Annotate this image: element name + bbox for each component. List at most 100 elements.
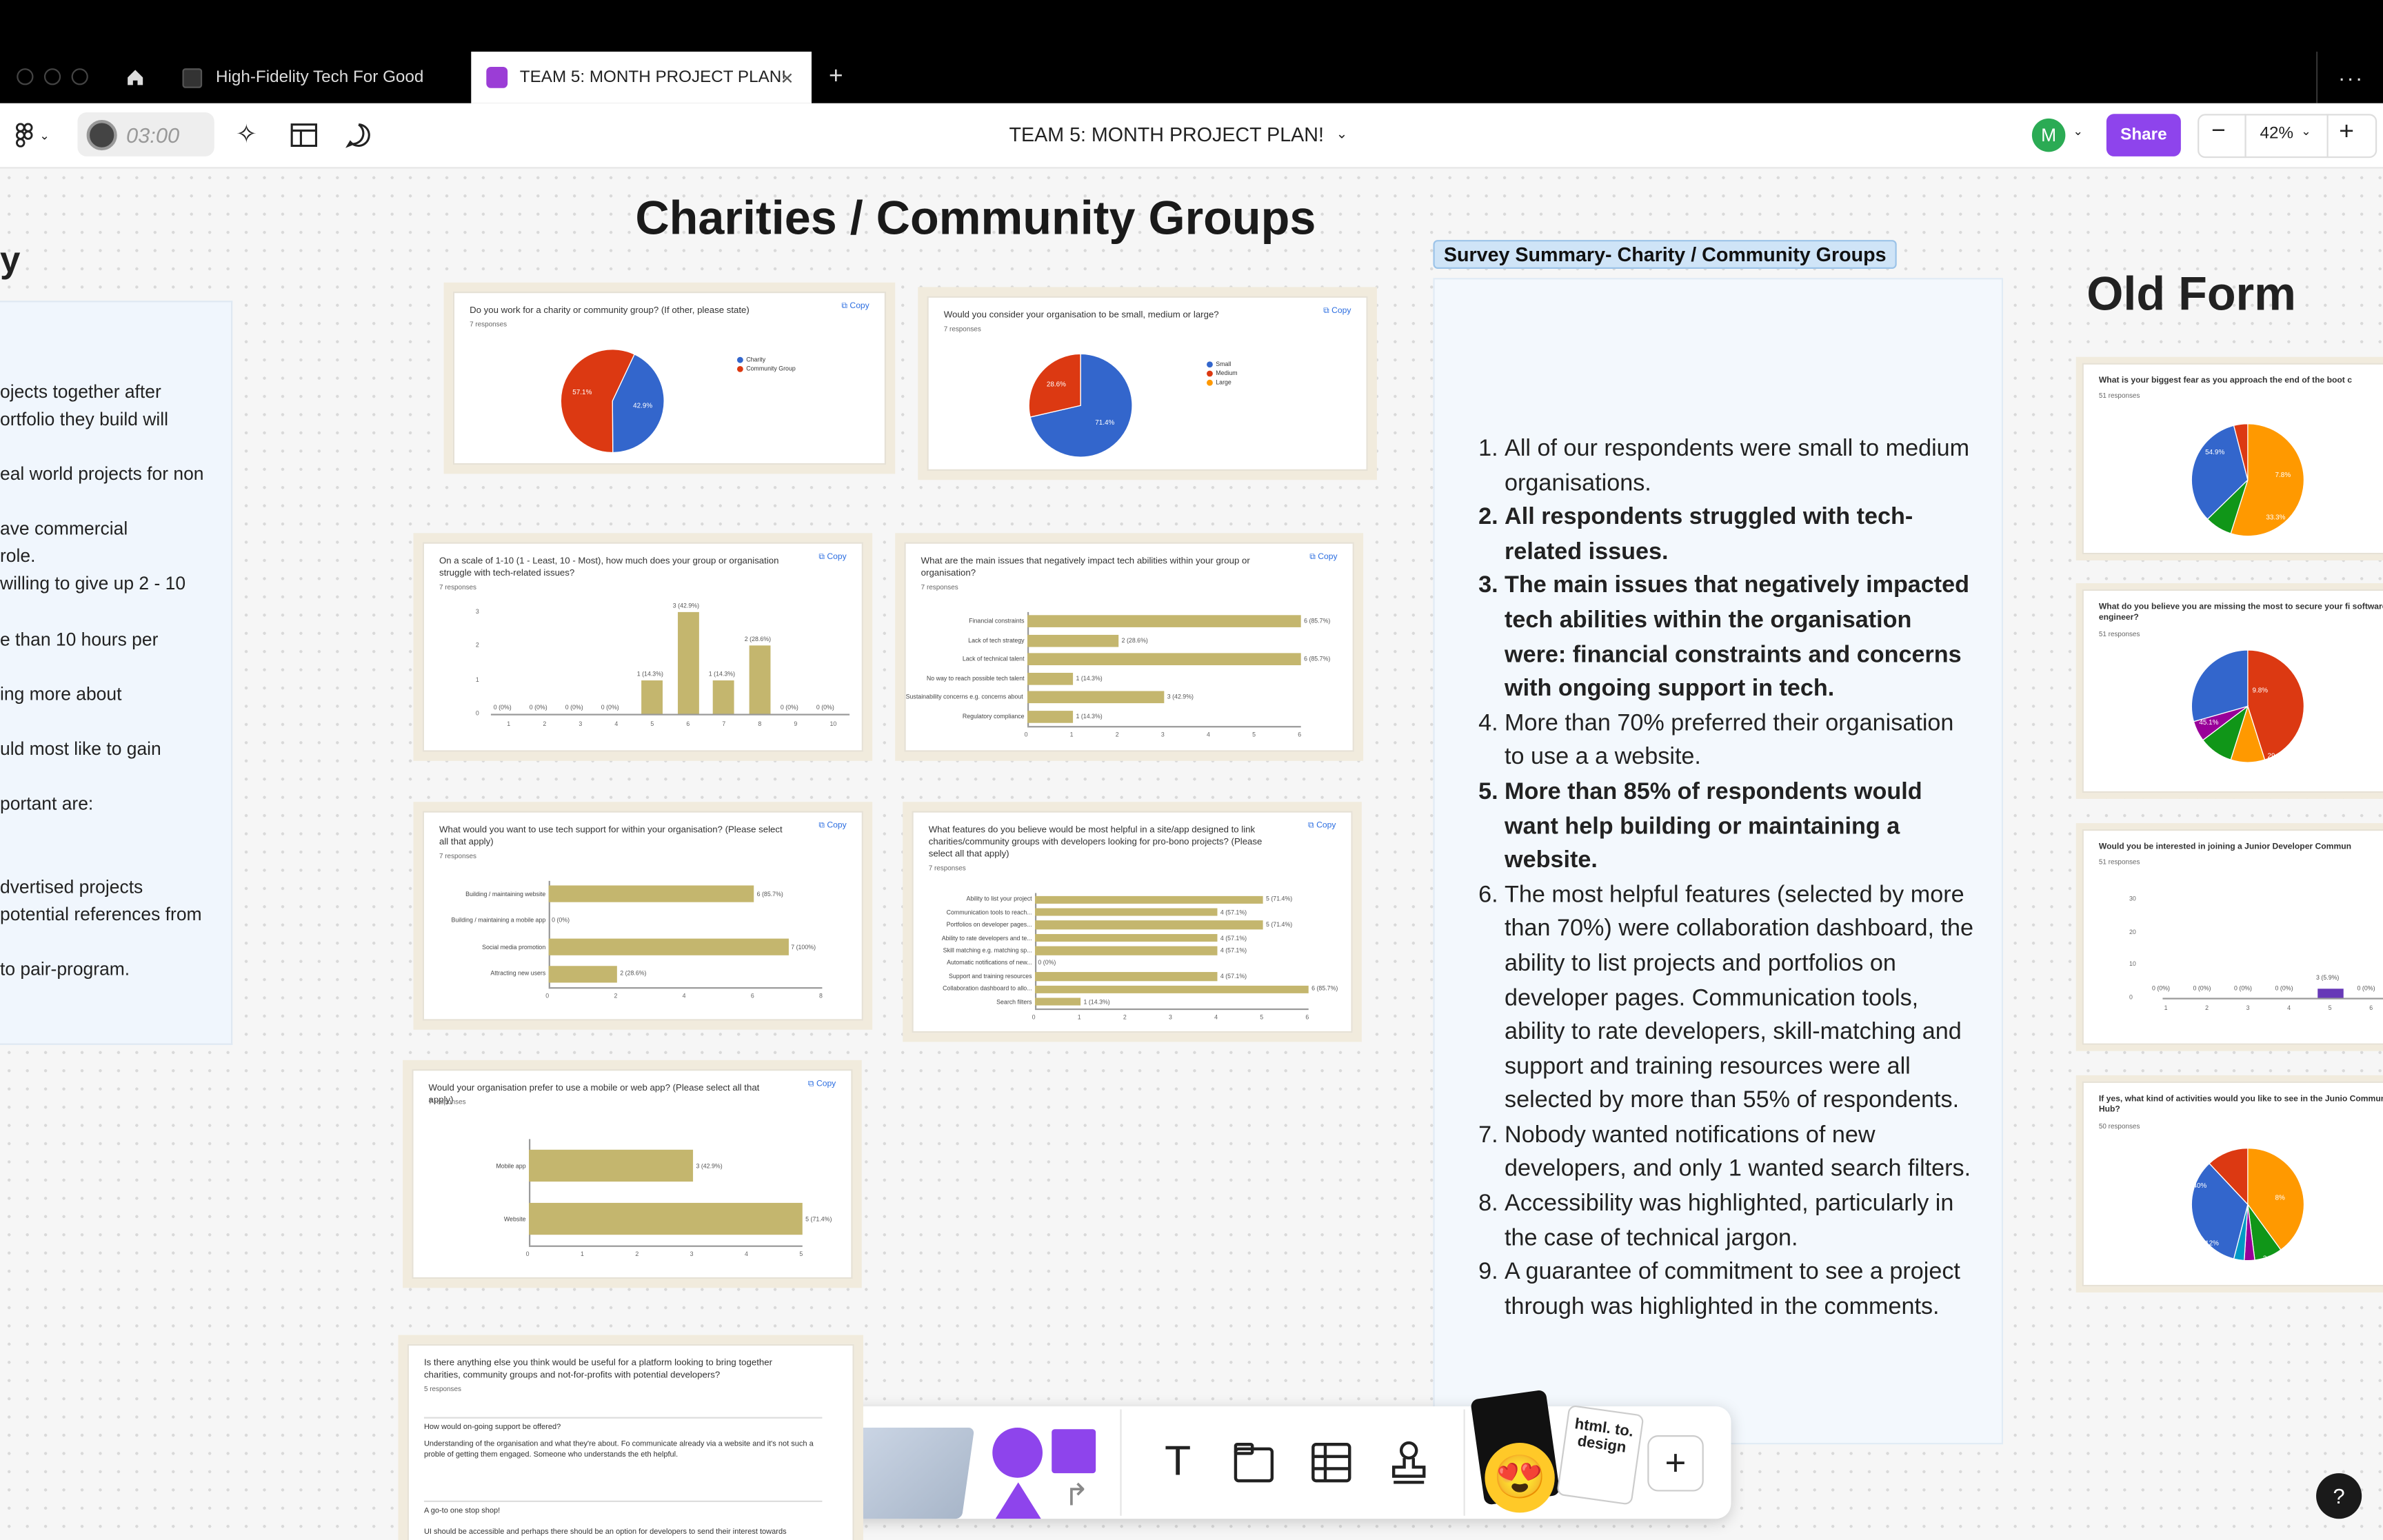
x-axis — [1027, 726, 1301, 727]
app-toolbar: ⌄ 03:00 ✧ TEAM 5: MONTH PROJECT PLAN! ⌄ … — [0, 103, 2383, 169]
divider — [2244, 114, 2246, 159]
zoom-in-button[interactable]: + — [2339, 116, 2355, 146]
comment-icon[interactable] — [345, 121, 372, 149]
question-text: On a scale of 1-10 (1 - Least, 10 - Most… — [439, 557, 779, 579]
timer-widget[interactable]: 03:00 — [77, 112, 214, 156]
window-close-icon[interactable] — [17, 68, 34, 85]
avatar-initial: M — [2041, 124, 2057, 146]
html-to-design-plugin[interactable]: html. to. design — [1556, 1404, 1645, 1506]
connector-arrow-icon[interactable]: ↱ — [1063, 1479, 1089, 1513]
copy-button[interactable]: ⧉ Copy — [818, 822, 846, 832]
layout-icon[interactable] — [290, 123, 318, 148]
copy-button[interactable]: ⧉ Copy — [808, 1080, 836, 1090]
heart-eyes-emoji-icon[interactable]: 😍 — [1485, 1443, 1555, 1513]
pie-slice — [2230, 423, 2305, 537]
zoom-level[interactable]: 42% ⌄ — [2260, 125, 2311, 143]
legend-label: Medium — [1216, 369, 1238, 377]
copy-button[interactable]: ⧉ Copy — [1323, 307, 1351, 317]
legend-label: Charity — [746, 355, 766, 363]
home-tab[interactable] — [110, 52, 161, 103]
bar-value-label: 4 (57.1%) — [1220, 907, 1247, 915]
bar-category-label: Building / maintaining a mobile app — [451, 916, 546, 924]
bar-category-label: Social media promotion — [482, 942, 546, 951]
pie-slice — [1029, 353, 1133, 458]
copy-icon: ⧉ — [1308, 821, 1317, 831]
file-title[interactable]: TEAM 5: MONTH PROJECT PLAN! ⌄ — [1009, 123, 1348, 145]
chevron-down-icon[interactable]: ⌄ — [2073, 124, 2084, 139]
copy-button[interactable]: ⧉ Copy — [841, 302, 869, 312]
window-minimize-icon[interactable] — [43, 68, 61, 85]
left-panel-line: role. — [0, 545, 36, 567]
divider — [2316, 51, 2318, 103]
triangle-shape-icon[interactable] — [995, 1482, 1041, 1519]
x-tick-label: 1 — [2164, 1004, 2168, 1012]
figma-logo-icon — [16, 123, 33, 148]
x-tick-label: 6 — [750, 991, 754, 1000]
bar — [1027, 634, 1119, 647]
share-button[interactable]: Share — [2106, 114, 2181, 156]
copy-button[interactable]: ⧉ Copy — [818, 553, 846, 563]
more-tools-button[interactable]: + — [1647, 1435, 1704, 1492]
bar-value-label: 0 (0%) — [2275, 984, 2293, 992]
ai-sparkle-icon[interactable]: ✧ — [235, 120, 258, 149]
close-tab-icon[interactable]: × — [781, 65, 794, 90]
avatar[interactable]: M — [2031, 118, 2066, 152]
pie-slice — [1028, 353, 1081, 418]
pie-chart: 42.9% 57.1% — [560, 349, 665, 454]
question-text: What are the main issues that negatively… — [921, 557, 1250, 579]
question-text: What is your biggest fear as you approac… — [2098, 376, 2352, 386]
square-shape-icon[interactable] — [1052, 1429, 1096, 1474]
x-tick-label: 5 — [1252, 730, 1256, 738]
bar — [713, 680, 735, 714]
question-text: What features do you believe would be mo… — [928, 826, 1263, 860]
legend-item: Large — [1207, 378, 1231, 386]
circle-shape-icon[interactable] — [992, 1428, 1043, 1478]
copy-button[interactable]: ⧉ Copy — [1309, 553, 1337, 563]
section-tool-icon[interactable] — [1231, 1440, 1276, 1486]
bar-value-label: 0 (0%) — [601, 703, 619, 711]
bar-category-label: Communication tools to reach... — [946, 907, 1032, 915]
bar — [529, 1202, 803, 1235]
x-tick-label: 9 — [794, 720, 798, 728]
left-panel — [0, 301, 233, 1045]
card-size-pie: Would you consider your organisation to … — [918, 287, 1377, 480]
x-tick-label: 0 — [545, 991, 550, 1000]
legend-swatch — [736, 356, 743, 363]
question-text: Do you work for a charity or community g… — [470, 307, 750, 316]
left-panel-line: ojects together after — [0, 381, 161, 403]
bar-value-label: 3 (42.9%) — [672, 601, 700, 609]
bar-value-label: 4 (57.1%) — [1220, 946, 1247, 954]
x-tick-label: 2 — [543, 720, 547, 728]
window-maximize-icon[interactable] — [71, 68, 88, 85]
main-menu-button[interactable]: ⌄ — [15, 123, 50, 148]
legend-swatch — [1207, 361, 1213, 367]
bar-value-label: 0 (0%) — [2357, 984, 2375, 992]
divider — [2326, 114, 2329, 159]
tab-team5[interactable]: TEAM 5: MONTH PROJECT PLAN! × — [471, 51, 812, 103]
copy-icon: ⧉ — [818, 821, 827, 831]
x-tick-label: 5 — [799, 1250, 803, 1258]
timer-icon — [86, 119, 117, 150]
summary-tag[interactable]: Survey Summary- Charity / Community Grou… — [1433, 240, 1897, 269]
response-count: 7 responses — [439, 851, 477, 860]
tab-high-fidelity[interactable]: High-Fidelity Tech For Good — [170, 52, 468, 103]
bar — [1027, 616, 1301, 628]
more-icon[interactable]: ··· — [2338, 65, 2364, 90]
table-tool-icon[interactable] — [1309, 1440, 1354, 1486]
bar — [749, 646, 771, 714]
bar-value-label: 1 (14.3%) — [1076, 711, 1103, 720]
stamp-tool-icon[interactable] — [1386, 1438, 1431, 1487]
slice-label: 42.9% — [633, 402, 652, 409]
response-count: 51 responses — [2098, 392, 2140, 400]
copy-label: Copy — [816, 1080, 836, 1089]
copy-icon: ⧉ — [807, 1080, 816, 1089]
text-tool-icon[interactable]: T — [1165, 1439, 1190, 1486]
new-tab-button[interactable]: + — [828, 63, 843, 90]
card-charity-pie-form: Do you work for a charity or community g… — [452, 292, 886, 465]
copy-button[interactable]: ⧉ Copy — [1308, 822, 1336, 832]
bar-value-label: 7 (100%) — [791, 942, 816, 951]
help-button[interactable]: ? — [2316, 1473, 2362, 1519]
card-app-chart-form: Would your organisation prefer to use a … — [412, 1069, 853, 1279]
bar — [1034, 933, 1218, 942]
zoom-out-button[interactable]: − — [2211, 118, 2226, 145]
